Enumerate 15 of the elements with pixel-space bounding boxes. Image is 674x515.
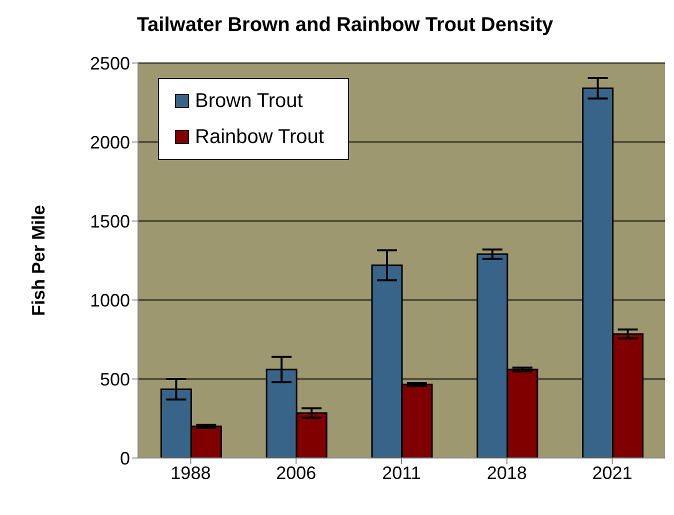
y-tick-label: 500 (100, 369, 130, 390)
x-tick-label: 2018 (486, 462, 527, 483)
y-tick-label: 0 (120, 448, 130, 468)
y-tick-label: 1500 (90, 211, 130, 232)
legend-label: Rainbow Trout (195, 125, 324, 150)
y-tick-label: 2000 (90, 132, 130, 152)
chart-title: Tailwater Brown and Rainbow Trout Density (136, 14, 554, 37)
y-tick-label: 2500 (90, 53, 130, 74)
x-tick-label: 1988 (170, 462, 211, 483)
x-tick-label: 2011 (382, 462, 421, 483)
y-axis-title: Fish Per Mile (28, 204, 48, 316)
y-tick-label: 1000 (90, 290, 130, 310)
legend-label: Brown Trout (195, 89, 303, 114)
x-tick-label: 2021 (592, 462, 632, 483)
x-tick-label: 2006 (276, 462, 316, 483)
